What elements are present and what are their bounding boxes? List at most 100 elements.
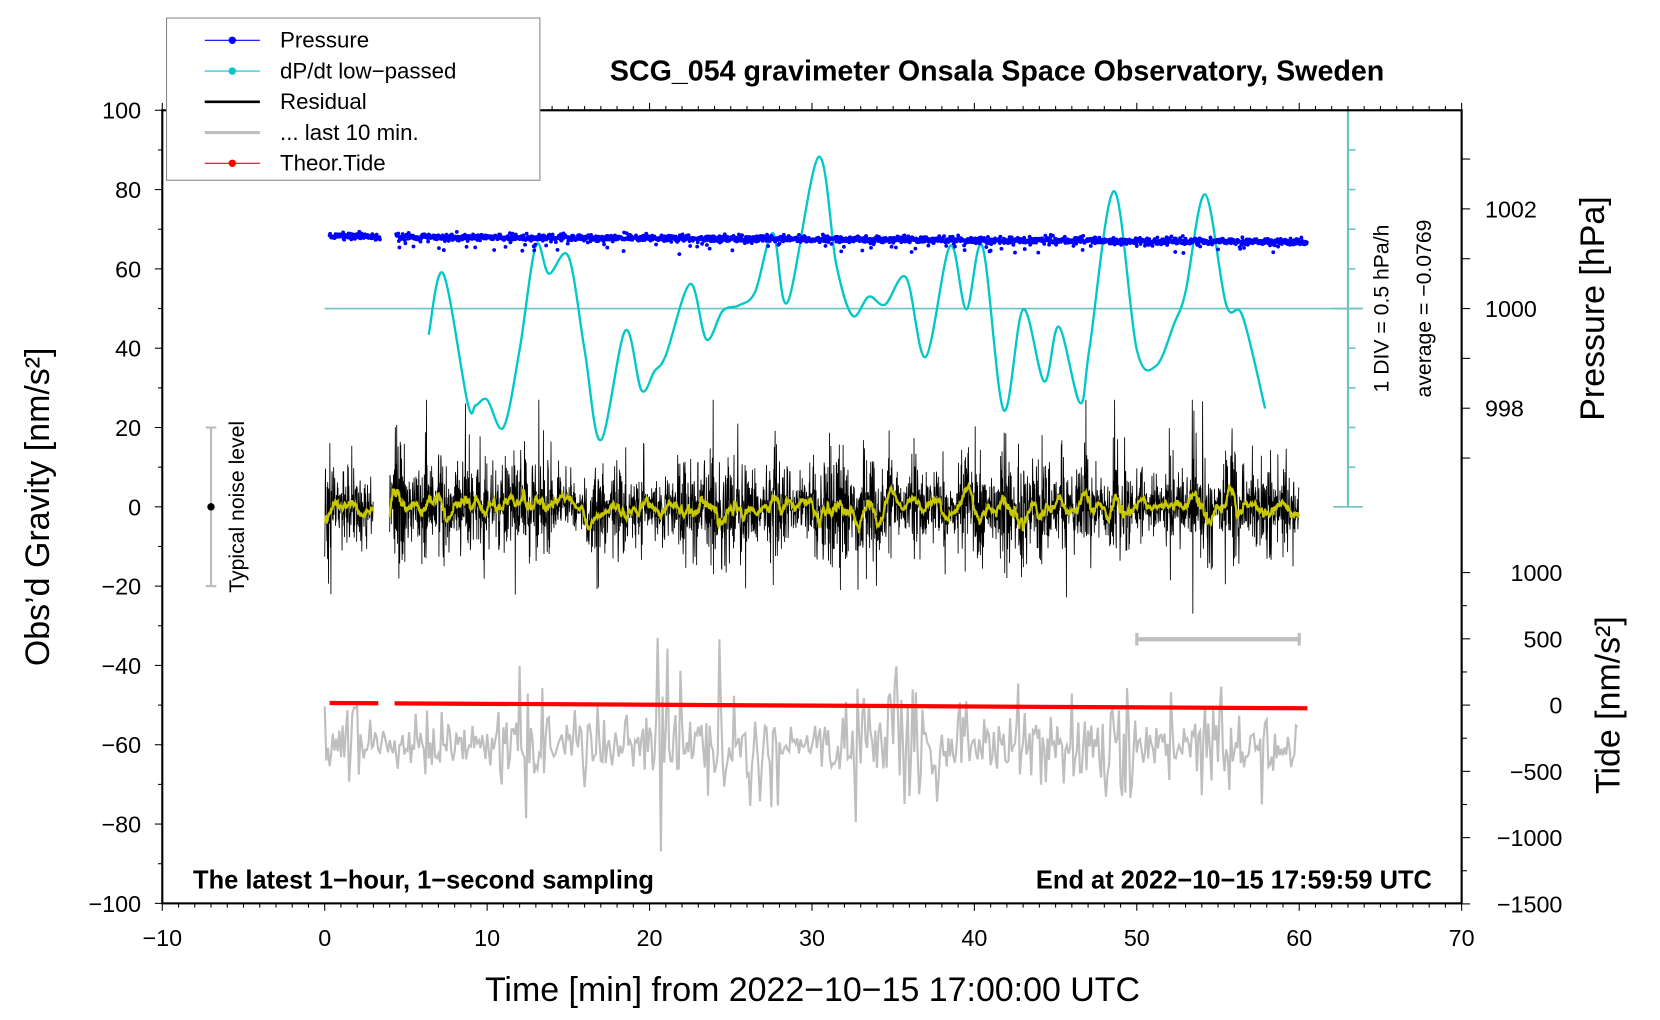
pressure-point bbox=[1074, 241, 1079, 246]
pressure-point bbox=[492, 248, 497, 252]
pressure-point bbox=[621, 249, 626, 253]
sampling-note: The latest 1−hour, 1−second sampling bbox=[193, 867, 654, 895]
pressure-point bbox=[700, 241, 704, 246]
legend-marker bbox=[228, 67, 237, 75]
pressure-point bbox=[426, 239, 431, 244]
pressure-point bbox=[542, 234, 547, 238]
pressure-point bbox=[680, 232, 685, 237]
pressure-point bbox=[1277, 242, 1282, 246]
legend-entry: Theor.Tide bbox=[204, 151, 386, 176]
pressure-point bbox=[944, 244, 949, 248]
pressure-point bbox=[1155, 235, 1160, 240]
y-tick-label: 0 bbox=[128, 494, 141, 520]
y-tick-label: −20 bbox=[101, 574, 141, 600]
pressure-point bbox=[1271, 250, 1276, 255]
pressure-point bbox=[740, 233, 745, 238]
tide-line bbox=[394, 701, 1308, 711]
pressure-point bbox=[707, 246, 712, 251]
pressure-point bbox=[442, 239, 447, 243]
pressure-point bbox=[523, 242, 527, 247]
tide-tick-label: 1000 bbox=[1510, 560, 1562, 586]
pressure-point bbox=[999, 246, 1004, 251]
legend-label: Theor.Tide bbox=[280, 151, 386, 176]
noise-level-label: Typical noise level bbox=[226, 421, 249, 593]
pressure-point bbox=[532, 248, 537, 253]
pressure-point bbox=[705, 243, 709, 247]
pressure-point bbox=[1013, 250, 1017, 255]
pressure-point bbox=[550, 232, 555, 237]
x-tick-label: 40 bbox=[961, 925, 987, 951]
pressure-point bbox=[777, 241, 782, 246]
pressure-point bbox=[411, 244, 416, 249]
pressure-point bbox=[1022, 247, 1027, 252]
div-scale-label: 1 DIV = 0.5 hPa/h bbox=[1370, 225, 1393, 393]
pressure-point bbox=[402, 238, 407, 243]
pressure-point bbox=[396, 231, 401, 236]
legend-label: dP/dt low−passed bbox=[280, 58, 456, 83]
x-tick-label: 10 bbox=[474, 925, 500, 951]
pressure-point bbox=[1169, 234, 1174, 239]
pressure-point bbox=[524, 231, 529, 236]
chart-title: SCG_054 gravimeter Onsala Space Observat… bbox=[610, 56, 1384, 88]
pressure-point bbox=[549, 239, 553, 244]
pressure-point bbox=[605, 245, 610, 250]
legend-marker bbox=[228, 36, 237, 45]
pressure-point bbox=[956, 233, 961, 238]
pressure-point bbox=[767, 239, 772, 244]
pressure-point bbox=[1240, 235, 1245, 240]
pressure-point bbox=[839, 249, 844, 254]
pressure-point bbox=[1242, 246, 1246, 250]
pressure-point bbox=[437, 246, 441, 251]
pressure-point bbox=[730, 248, 735, 253]
pressure-point bbox=[1198, 244, 1203, 249]
pressure-point bbox=[942, 234, 946, 239]
x-tick-label: 60 bbox=[1286, 925, 1312, 951]
x-tick-label: −10 bbox=[142, 925, 182, 951]
pressure-point bbox=[952, 244, 957, 249]
pressure-point bbox=[602, 242, 606, 247]
pressure-point bbox=[677, 252, 682, 257]
pressure-point bbox=[565, 241, 570, 246]
pressure-point bbox=[909, 250, 914, 254]
legend-label: ... last 10 min. bbox=[280, 120, 419, 145]
pressure-point bbox=[1088, 244, 1093, 248]
pressure-tick-label: 998 bbox=[1485, 396, 1524, 422]
pressure-point bbox=[1272, 243, 1277, 248]
pressure-point bbox=[397, 245, 402, 250]
pressure-point bbox=[349, 236, 354, 241]
axes-layer: −10 0 10 20 30 40 50 60 70100806040200−20−40−60−… bbox=[89, 98, 1563, 951]
pressure-point bbox=[464, 244, 469, 249]
pressure-point bbox=[822, 234, 827, 238]
pressure-point bbox=[1299, 235, 1304, 240]
pressure-point bbox=[478, 238, 482, 243]
pressure-point bbox=[950, 234, 955, 239]
pressure-tick-label: 1000 bbox=[1485, 296, 1537, 322]
pressure-point bbox=[1304, 240, 1309, 245]
pressure-point bbox=[902, 233, 907, 238]
pressure-point bbox=[988, 248, 993, 253]
tide-tick-label: 500 bbox=[1523, 626, 1562, 652]
pressure-point bbox=[403, 241, 408, 246]
residual-smoothed-line bbox=[323, 498, 375, 524]
pressure-point bbox=[1216, 247, 1220, 252]
pressure-point bbox=[669, 239, 674, 244]
pressure-point bbox=[860, 248, 865, 253]
x-tick-label: 70 bbox=[1449, 925, 1475, 951]
pressure-point bbox=[766, 244, 771, 248]
x-tick-label: 50 bbox=[1124, 925, 1150, 951]
pressure-point bbox=[624, 231, 629, 236]
legend-marker bbox=[228, 159, 237, 167]
pressure-point bbox=[877, 235, 882, 239]
pressure-point bbox=[688, 244, 693, 248]
pressure-point bbox=[553, 240, 558, 245]
series-layer bbox=[205, 109, 1363, 852]
pressure-point bbox=[1296, 237, 1301, 242]
pressure-point bbox=[473, 245, 478, 250]
tide-tick-label: 0 bbox=[1549, 693, 1562, 719]
pressure-point bbox=[555, 247, 560, 252]
pressure-point bbox=[1081, 233, 1086, 238]
y-tick-label: 100 bbox=[102, 98, 141, 124]
average-label: average = −0.0769 bbox=[1413, 220, 1436, 398]
pressure-point bbox=[454, 230, 459, 234]
x-tick-label: 20 bbox=[637, 925, 663, 951]
